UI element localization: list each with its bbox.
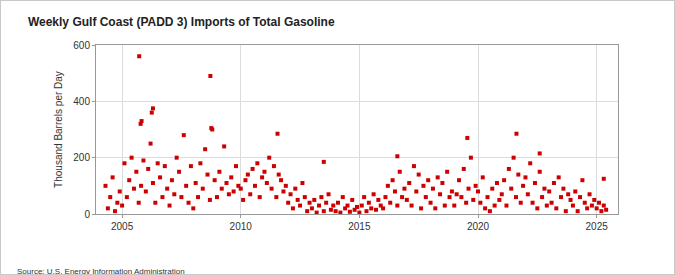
svg-text:400: 400 bbox=[73, 96, 90, 107]
svg-text:2025: 2025 bbox=[586, 221, 609, 232]
svg-text:600: 600 bbox=[73, 40, 90, 51]
svg-text:2005: 2005 bbox=[111, 221, 134, 232]
svg-text:Source: U.S. Energy Informatio: Source: U.S. Energy Information Administ… bbox=[17, 267, 185, 274]
svg-text:2015: 2015 bbox=[348, 221, 371, 232]
svg-text:Weekly Gulf Coast (PADD 3) Imp: Weekly Gulf Coast (PADD 3) Imports of To… bbox=[28, 15, 335, 29]
svg-text:0: 0 bbox=[84, 209, 90, 220]
svg-text:Thousand Barrels per Day: Thousand Barrels per Day bbox=[53, 71, 64, 188]
svg-text:2010: 2010 bbox=[230, 221, 253, 232]
svg-text:200: 200 bbox=[73, 152, 90, 163]
svg-text:2020: 2020 bbox=[467, 221, 490, 232]
